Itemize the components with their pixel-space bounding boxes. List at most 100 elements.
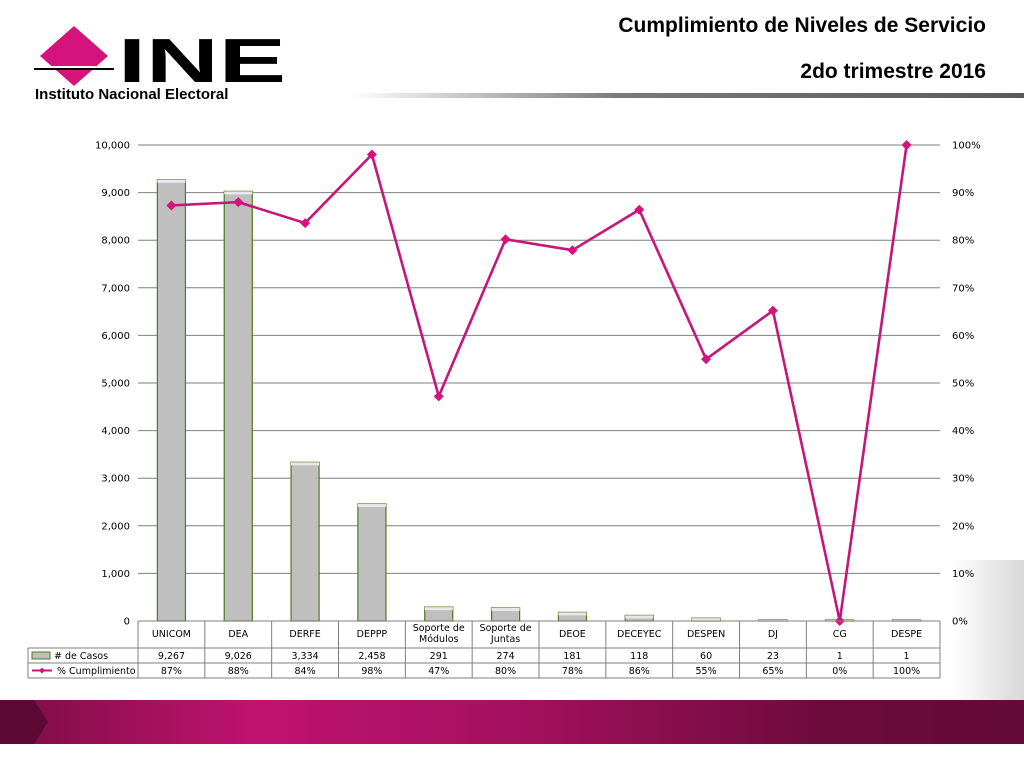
data-label-cumplimiento: 0%	[832, 666, 847, 677]
footer-band	[0, 700, 1024, 744]
data-label-cumplimiento: 86%	[629, 666, 650, 677]
x-tick-label: Soporte de	[413, 623, 465, 634]
data-label-casos: 3,334	[291, 651, 318, 662]
x-tick-label: CG	[833, 629, 847, 640]
bar-top-highlight	[424, 607, 453, 611]
data-label-casos: 181	[563, 651, 581, 662]
y-tick-label: 1,000	[101, 569, 130, 580]
cumplimiento-point-9	[767, 305, 778, 316]
y-tick-label: 5,000	[101, 379, 130, 390]
x-tick-label: DERFE	[289, 629, 320, 640]
bar-top-highlight	[224, 191, 253, 195]
data-label-cumplimiento: 98%	[361, 666, 382, 677]
data-label-casos: 291	[430, 651, 448, 662]
bar-top-highlight	[157, 179, 186, 183]
cumplimiento-point-1	[233, 197, 244, 208]
y-tick-label: 4,000	[101, 426, 130, 437]
data-label-casos: 23	[767, 651, 779, 662]
cumplimiento-point-8	[701, 354, 712, 365]
data-label-casos: 9,267	[158, 651, 185, 662]
cumplimiento-point-3	[366, 149, 377, 160]
bar-top-highlight	[692, 618, 721, 621]
data-label-casos: 118	[630, 651, 648, 662]
data-label-cumplimiento: 88%	[228, 666, 249, 677]
cumplimiento-point-5	[500, 234, 511, 245]
y2-tick-label: 60%	[952, 331, 974, 342]
data-label-casos: 1	[837, 651, 843, 662]
data-label-casos: 1	[904, 651, 910, 662]
y-tick-label: 7,000	[101, 283, 130, 294]
y-tick-label: 9,000	[101, 188, 130, 199]
bar-1	[223, 190, 253, 622]
legend-marker-cumplimiento	[39, 667, 45, 674]
data-label-cumplimiento: 100%	[893, 666, 920, 677]
x-tick-label: Módulos	[419, 634, 459, 645]
data-label-casos: 2,458	[358, 651, 385, 662]
y-tick-label: 3,000	[101, 474, 130, 485]
cumplimiento-point-0	[166, 200, 177, 211]
data-label-cumplimiento: 65%	[762, 666, 783, 677]
bar-top-highlight	[625, 615, 654, 619]
legend-label-cumplimiento: % Cumplimiento	[57, 666, 136, 677]
decorative-shade	[952, 560, 1024, 700]
data-label-casos: 274	[497, 651, 515, 662]
y2-tick-label: 10%	[952, 569, 974, 580]
bar-top-highlight	[758, 619, 787, 621]
y-tick-label: 6,000	[101, 331, 130, 342]
bar-top-highlight	[491, 607, 520, 611]
logo-diamond	[40, 26, 108, 86]
y2-tick-label: 50%	[952, 379, 974, 390]
cumplimiento-point-7	[634, 204, 645, 215]
cumplimiento-point-6	[567, 245, 578, 256]
logo-caption: Instituto Nacional Electoral	[35, 86, 229, 103]
bar-0	[156, 179, 187, 622]
y2-tick-label: 100%	[952, 141, 981, 152]
cumplimiento-line	[171, 144, 908, 623]
x-tick-label: DESPEN	[687, 629, 725, 640]
data-label-cumplimiento: 47%	[428, 666, 449, 677]
y-tick-label: 2,000	[101, 521, 130, 532]
data-label-casos: 60	[700, 651, 712, 662]
data-label-cumplimiento: 78%	[562, 666, 583, 677]
x-tick-label: DECEYEC	[617, 629, 662, 640]
data-label-cumplimiento: 84%	[295, 666, 316, 677]
x-tick-label: DESPE	[891, 629, 922, 640]
y-tick-label: 0	[124, 617, 130, 628]
page-subtitle: 2do trimestre 2016	[800, 60, 986, 83]
legend-label-casos: # de Casos	[54, 651, 108, 662]
cumplimiento-point-2	[300, 218, 311, 229]
y2-tick-label: 30%	[952, 474, 974, 485]
y2-tick-label: 90%	[952, 188, 974, 199]
x-tick-label: DEA	[228, 629, 248, 640]
legend-key-casos	[31, 651, 51, 660]
service-level-chart: 0 1,000 2,000 3,000 4,000 5,000 6,000 7,000 8,00…	[27, 140, 981, 679]
cumplimiento-point-4	[433, 391, 444, 402]
x-tick-label: Juntas	[490, 634, 520, 645]
ine-logo: INE	[34, 26, 286, 96]
bar-3	[357, 503, 387, 622]
x-tick-label: DEPPP	[357, 629, 388, 640]
y-tick-label: 8,000	[101, 236, 130, 247]
page-title: Cumplimiento de Niveles de Servicio	[618, 14, 986, 37]
y2-tick-label: 40%	[952, 426, 974, 437]
y-tick-label: 10,000	[95, 141, 130, 152]
bar-2	[290, 461, 320, 622]
data-label-cumplimiento: 87%	[161, 666, 182, 677]
x-tick-label: DJ	[768, 629, 778, 640]
x-tick-label: DEOE	[559, 629, 586, 640]
y2-tick-label: 20%	[952, 521, 974, 532]
data-label-casos: 9,026	[225, 651, 252, 662]
x-tick-label: UNICOM	[152, 629, 191, 640]
cumplimiento-point-11	[901, 140, 912, 150]
bar-top-highlight	[291, 462, 320, 466]
y2-tick-label: 0%	[952, 617, 968, 628]
x-tick-label: Soporte de	[480, 623, 532, 634]
bar-top-highlight	[357, 503, 386, 507]
y2-tick-label: 80%	[952, 236, 974, 247]
bar-top-highlight	[558, 612, 587, 616]
data-label-cumplimiento: 55%	[696, 666, 717, 677]
title-rule	[350, 93, 1024, 98]
y2-tick-label: 70%	[952, 283, 974, 294]
data-label-cumplimiento: 80%	[495, 666, 516, 677]
logo-wordmark: INE	[118, 27, 286, 96]
